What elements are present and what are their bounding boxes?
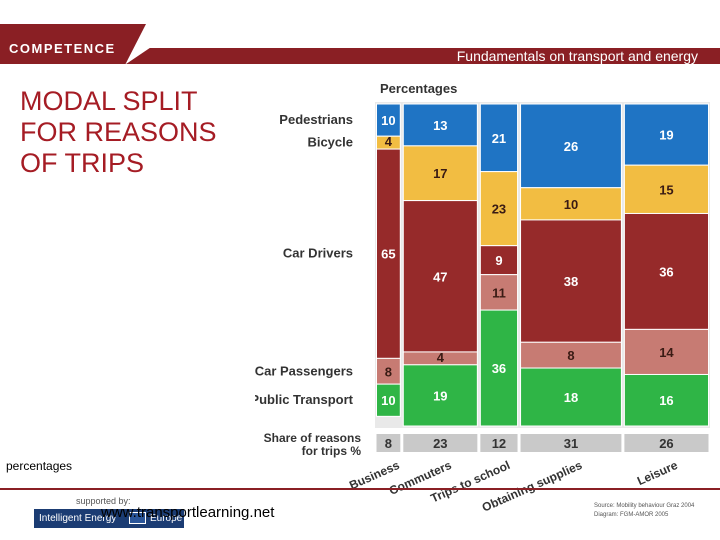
bar-segment — [623, 328, 709, 375]
share-cell — [624, 434, 709, 452]
data-label: 13 — [433, 118, 447, 133]
share-row-label: for trips % — [302, 444, 362, 458]
bar-segment — [479, 103, 519, 173]
data-label: 10 — [381, 393, 395, 408]
bar-segment — [520, 219, 622, 343]
data-label: 9 — [495, 253, 502, 268]
logo-suffix: Europe — [150, 513, 183, 524]
bar-segment — [520, 367, 622, 427]
series-label: Public Transport — [255, 392, 354, 407]
source-line: Diagram: FGM-AMOR 2005 — [594, 512, 669, 518]
header-bar — [126, 48, 720, 64]
share-cell — [520, 434, 622, 452]
bar-segment — [623, 212, 709, 330]
data-label: 15 — [659, 182, 673, 197]
bar-segment — [402, 364, 478, 427]
bar-segment — [520, 341, 622, 369]
data-label: 23 — [492, 202, 506, 217]
share-label: 8 — [385, 436, 392, 451]
bar-segment — [479, 274, 519, 311]
share-label: 31 — [564, 436, 578, 451]
header-title: Fundamentals on transport and energy — [456, 48, 698, 64]
supported-by-label: supported by: — [76, 496, 131, 506]
data-label: 36 — [492, 361, 506, 376]
bar-segment — [623, 103, 709, 166]
data-label: 26 — [564, 139, 578, 154]
bar-segment — [376, 383, 401, 417]
data-label: 19 — [659, 128, 673, 143]
share-cell — [480, 434, 518, 452]
bar-segment — [479, 171, 519, 247]
brand-banner — [0, 24, 146, 64]
share-row-label: Share of reasons — [264, 431, 362, 445]
chart-caption: percentages — [6, 459, 73, 473]
logo-text: Intelligent Energy — [39, 513, 117, 524]
bar-segment — [479, 309, 519, 427]
data-label: 8 — [567, 348, 574, 363]
eu-flag-icon — [129, 512, 146, 524]
bar-segment — [520, 103, 622, 189]
brand-logo-text: COMPETENCE — [9, 41, 116, 56]
data-label: 14 — [659, 345, 674, 360]
footer-rule — [0, 488, 720, 490]
source-line: Source: Mobility behaviour Graz 2004 — [594, 503, 695, 509]
source-note: Source: Mobility behaviour Graz 2004 Dia… — [594, 502, 694, 520]
share-label: 12 — [492, 436, 506, 451]
intelligent-energy-logo: Intelligent Energy Europe — [34, 509, 184, 528]
series-label: Car Drivers — [283, 246, 353, 261]
bar-segment — [623, 164, 709, 214]
chart-title: Percentages — [380, 81, 457, 96]
series-label: Pedestrians — [279, 112, 353, 127]
data-label: 18 — [564, 390, 578, 405]
bar-segment — [402, 145, 478, 202]
bar-segment — [623, 373, 709, 427]
data-label: 10 — [381, 113, 395, 128]
bar-segment — [520, 187, 622, 221]
bar-segment — [479, 245, 519, 276]
share-cell — [376, 434, 401, 452]
data-label: 8 — [385, 364, 392, 379]
share-label: 23 — [433, 436, 447, 451]
bar-segment — [402, 103, 478, 147]
data-label: 4 — [385, 134, 393, 149]
data-label: 47 — [433, 269, 447, 284]
data-label: 19 — [433, 388, 447, 403]
data-label: 16 — [659, 393, 673, 408]
slide-title: MODAL SPLIT FOR REASONS OF TRIPS — [20, 86, 217, 178]
data-label: 17 — [433, 166, 447, 181]
bar-segment — [402, 200, 478, 353]
series-label: Bicycle — [307, 135, 353, 150]
data-label: 38 — [564, 274, 578, 289]
data-label: 36 — [659, 264, 673, 279]
data-label: 11 — [492, 285, 506, 300]
series-label: Car Passengers — [255, 363, 353, 378]
modal-split-chart: Percentages104658108Business13174741923C… — [255, 81, 710, 515]
website-link[interactable]: www.transportlearning.net — [101, 504, 275, 521]
category-label: Leisure — [635, 458, 680, 488]
data-label: 4 — [437, 350, 445, 365]
data-label: 65 — [381, 247, 395, 262]
data-label: 21 — [492, 131, 506, 146]
share-cell — [403, 434, 478, 452]
share-label: 26 — [659, 436, 673, 451]
data-label: 10 — [564, 197, 578, 212]
